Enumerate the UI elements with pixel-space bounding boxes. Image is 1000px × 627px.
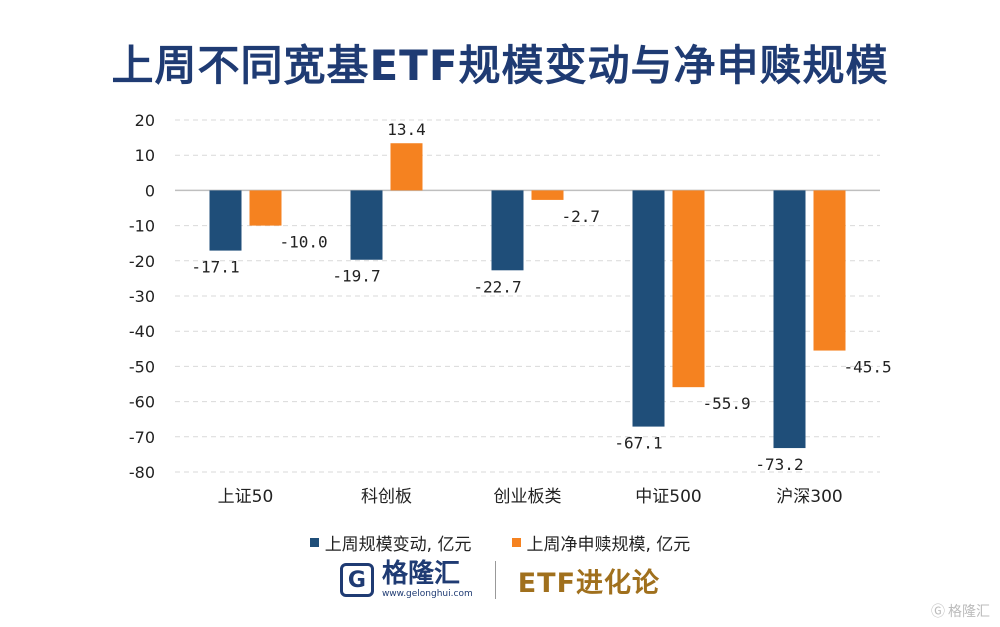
data-label: -45.5	[844, 358, 892, 377]
data-label: 13.4	[387, 120, 426, 139]
y-tick-label: -50	[129, 357, 155, 376]
data-label: -22.7	[473, 277, 521, 296]
legend-swatch	[309, 538, 319, 547]
brand-url: www.gelonghui.com	[381, 589, 473, 599]
y-tick-label: -60	[129, 393, 155, 412]
bar-net-subscription	[390, 143, 423, 191]
legend-item-series-2: 上周净申赎规模, 亿元	[511, 530, 691, 555]
watermark: Ⓖ 格隆汇	[931, 601, 990, 621]
bar-chart: 20 10 0 -10 -20 -30 -40 -50 -60 -70 -80 -17.1 -10.0…	[129, 111, 892, 507]
data-label: -10.0	[280, 233, 328, 252]
bar-scale-change	[491, 190, 524, 271]
legend-label: 上周规模变动, 亿元	[324, 535, 472, 555]
bar-net-subscription	[249, 190, 282, 226]
x-tick-label: 中证500	[635, 487, 701, 507]
data-label: -19.7	[332, 267, 380, 286]
y-tick-label: 0	[145, 181, 155, 200]
y-tick-label: 20	[135, 111, 155, 130]
bar-net-subscription	[813, 190, 846, 351]
y-axis-ticks: 20 10 0 -10 -20 -30 -40 -50 -60 -70 -80	[129, 111, 155, 482]
data-label: -73.2	[755, 455, 803, 474]
y-tick-label: -30	[129, 287, 155, 306]
legend-label: 上周净申赎规模, 亿元	[526, 535, 691, 555]
watermark-logo-icon: Ⓖ	[931, 604, 945, 620]
footer-divider	[494, 561, 496, 599]
legend-swatch	[511, 538, 521, 547]
x-tick-label: 沪深300	[776, 487, 842, 507]
y-tick-label: -10	[129, 217, 155, 236]
x-tick-label: 创业板类	[494, 487, 562, 507]
bar-net-subscription	[672, 190, 705, 388]
chart-title: 上周不同宽基ETF规模变动与净申赎规模	[111, 41, 889, 90]
y-tick-label: -80	[129, 463, 155, 482]
y-tick-label: -40	[129, 322, 155, 341]
data-label: -17.1	[191, 258, 239, 277]
brand-name: 格隆汇	[381, 559, 460, 589]
footer: G 格隆汇 www.gelonghui.com ETF进化论	[0, 560, 1000, 600]
data-label: -67.1	[614, 434, 662, 453]
y-tick-label: -20	[129, 252, 155, 271]
y-tick-label: 10	[135, 146, 155, 165]
data-labels: -17.1 -10.0-19.7 13.4 -22.7 -2.7 -67.1 -55.9 -7…	[191, 120, 891, 474]
bars	[209, 143, 846, 449]
watermark-text: 格隆汇	[948, 604, 990, 620]
data-label: -2.7	[562, 207, 601, 226]
column-name: ETF进化论	[517, 567, 661, 599]
y-tick-label: -70	[129, 428, 155, 447]
legend: 上周规模变动, 亿元 上周净申赎规模, 亿元	[0, 530, 1000, 555]
x-tick-label: 科创板	[361, 487, 412, 507]
brand: G 格隆汇 www.gelonghui.com	[339, 559, 473, 599]
x-axis-ticks: 上证50 科创板 创业板类 中证500 沪深300	[218, 487, 843, 507]
bar-scale-change	[209, 190, 242, 251]
gridlines	[175, 119, 880, 473]
x-tick-label: 上证50	[218, 487, 274, 507]
brand-logo-icon: G	[339, 563, 374, 597]
legend-item-series-1: 上周规模变动, 亿元	[309, 530, 472, 555]
data-label: -55.9	[703, 394, 751, 413]
bar-net-subscription	[531, 190, 564, 200]
bar-scale-change	[632, 190, 665, 427]
bar-scale-change	[350, 190, 383, 260]
bar-scale-change	[773, 190, 806, 449]
